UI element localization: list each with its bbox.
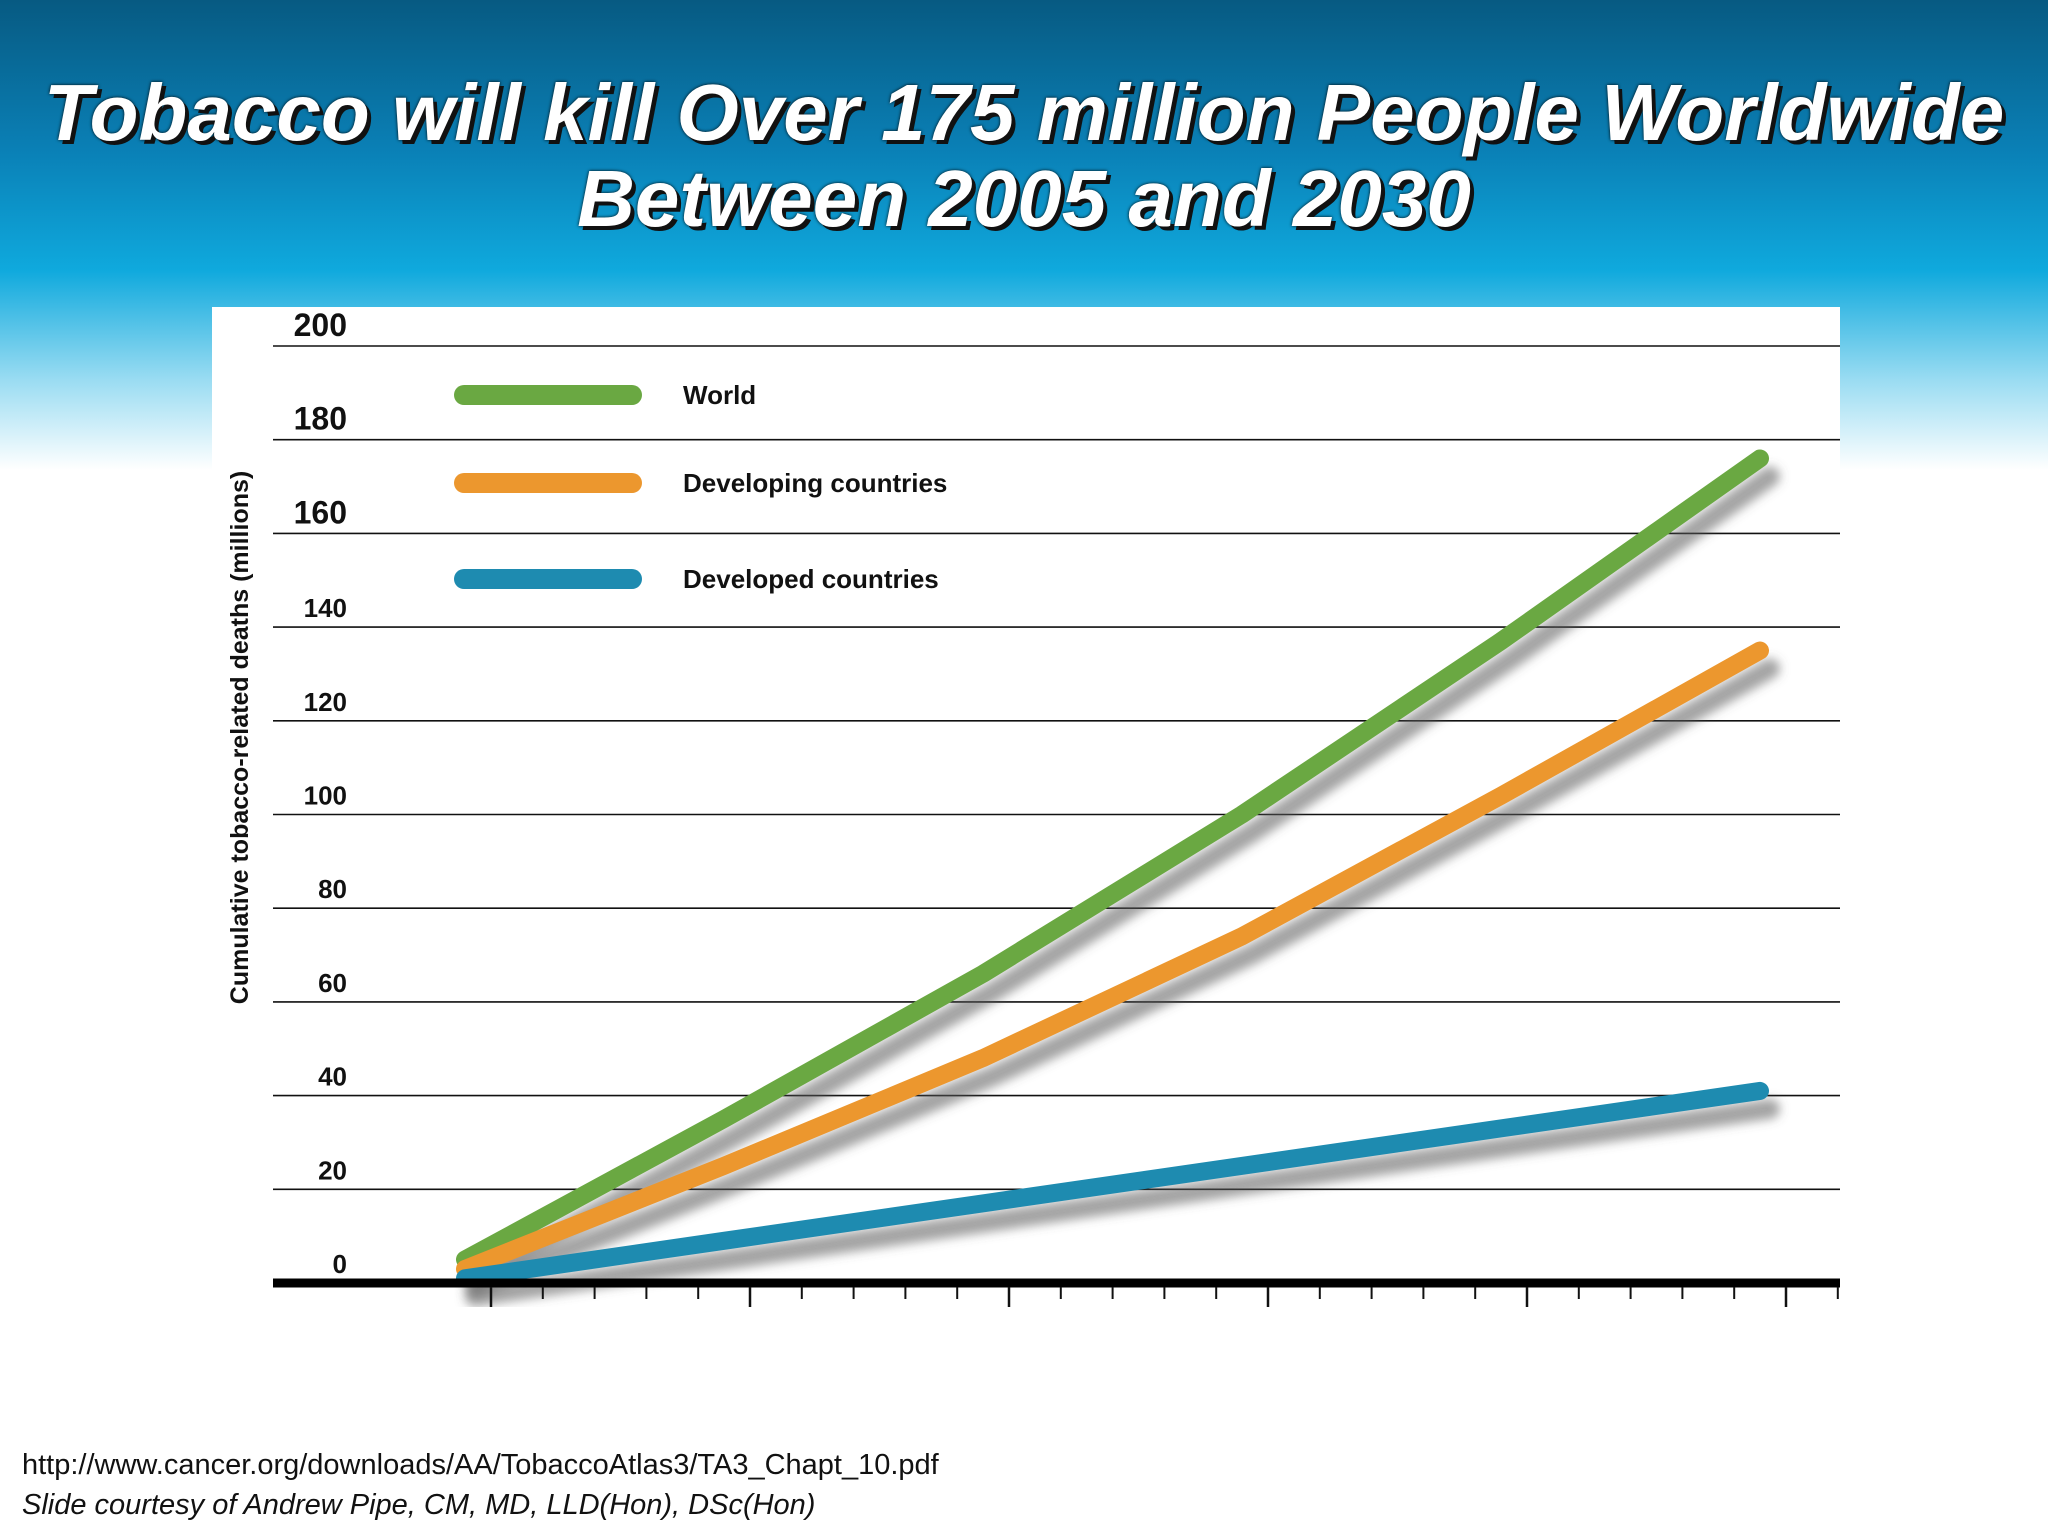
y-tick-label: 180: [294, 401, 347, 437]
series-lines: [456, 449, 1769, 1288]
line-chart: 0204060801001201401601802002005201020152…: [226, 307, 1840, 1307]
series-line-developing-countries: [456, 641, 1769, 1278]
legend-label: Developed countries: [683, 564, 939, 594]
legend-label: Developing countries: [683, 468, 947, 498]
slide-credit: Slide courtesy of Andrew Pipe, CM, MD, L…: [22, 1489, 816, 1521]
y-tick-label: 40: [318, 1062, 347, 1092]
y-tick-label: 200: [294, 307, 347, 343]
y-tick-label: 140: [304, 593, 347, 623]
y-tick-label: 100: [304, 781, 347, 811]
gridlines: [273, 345, 1840, 1191]
y-tick-label: 80: [318, 874, 347, 904]
slide-title-line-2: Between 2005 and 2030: [577, 154, 1471, 243]
footer: http://www.cancer.org/downloads/AA/Tobac…: [22, 1445, 939, 1525]
slide-title-line-1: Tobacco will kill Over 175 million Peopl…: [43, 68, 2005, 157]
y-axis-title: Cumulative tobacco-related deaths (milli…: [226, 471, 254, 1004]
slide-title: Tobacco will kill Over 175 million Peopl…: [0, 70, 2048, 242]
legend: World Developing countries Developed count…: [454, 380, 947, 605]
y-tick-label: 160: [294, 494, 347, 530]
series-line-developed-countries: [456, 1081, 1769, 1288]
series-shadow: [465, 658, 1780, 1297]
chart-panel: 0204060801001201401601802002005201020152…: [212, 307, 1840, 1307]
y-tick-label: 120: [304, 687, 347, 717]
y-tick-label: 0: [333, 1249, 347, 1279]
y-tick-label: 60: [318, 968, 347, 998]
legend-label: World: [683, 380, 756, 410]
source-url[interactable]: http://www.cancer.org/downloads/AA/Tobac…: [22, 1449, 939, 1481]
y-tick-label: 20: [318, 1155, 347, 1185]
series-shadow: [465, 1098, 1780, 1307]
series-line-world: [456, 449, 1769, 1269]
line-shadows: [465, 466, 1780, 1307]
series-shadow: [465, 466, 1780, 1288]
axes: 0204060801001201401601802002005201020152…: [273, 307, 1840, 1307]
